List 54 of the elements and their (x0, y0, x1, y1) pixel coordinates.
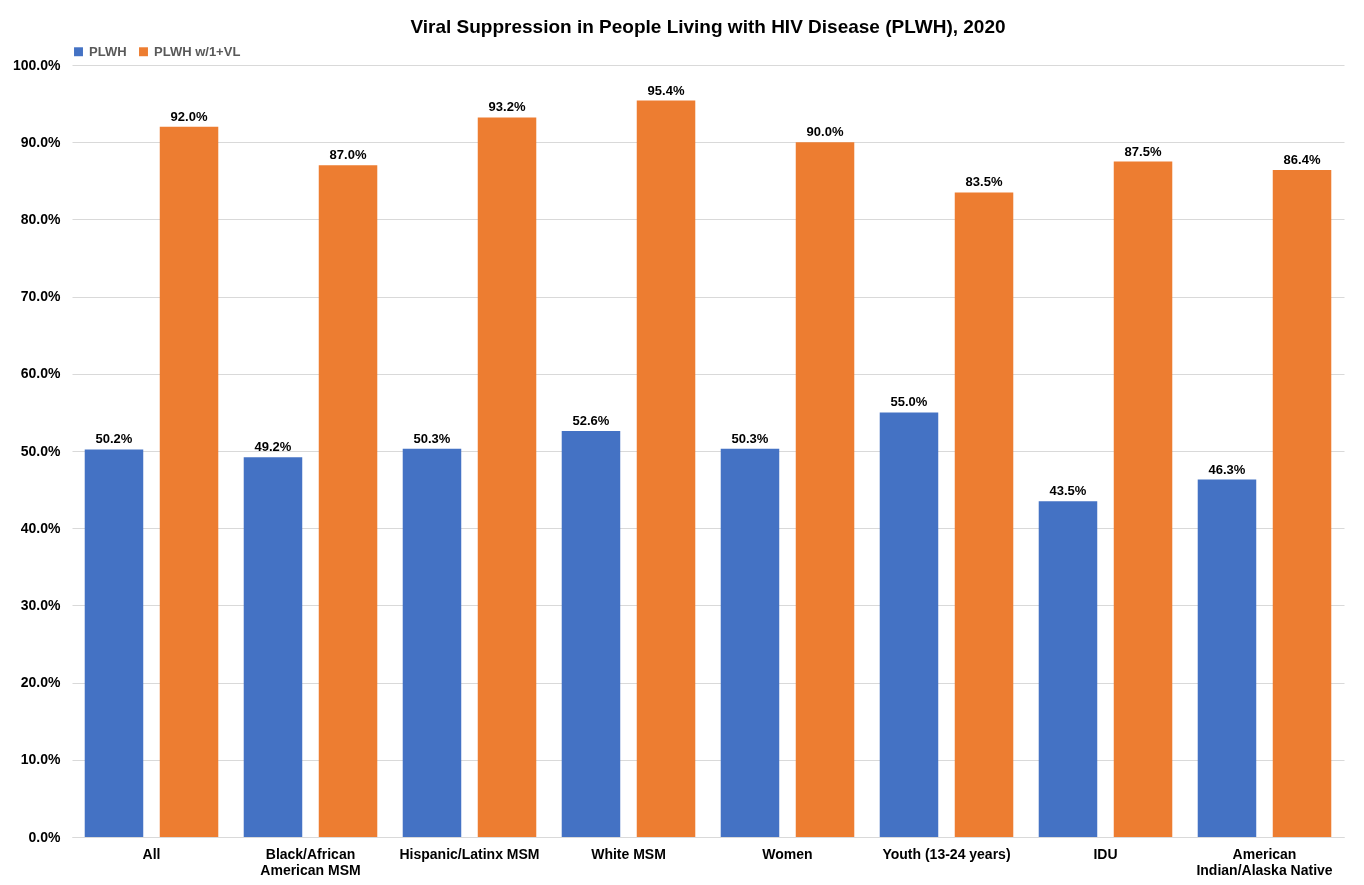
bar (1038, 501, 1098, 837)
x-tick-label: American Indian/Alaska Native (1196, 845, 1333, 878)
bar (159, 126, 219, 837)
data-label: 52.6% (572, 412, 610, 428)
y-tick-label: 10.0% (20, 751, 62, 768)
x-tick-label: Women (762, 845, 813, 862)
data-label: 55.0% (890, 394, 928, 410)
data-label: 49.2% (254, 439, 292, 455)
data-label: 92.0% (170, 108, 208, 124)
y-tick-label: 80.0% (20, 210, 62, 227)
data-label: 87.0% (329, 147, 367, 163)
bar (402, 448, 462, 837)
bar (879, 412, 939, 837)
bar (477, 117, 537, 837)
legend-label: PLWH w/1+VL (154, 43, 241, 59)
data-label: 50.2% (95, 431, 133, 447)
x-tick-label: All (142, 845, 161, 862)
bar (243, 457, 303, 837)
data-label: 83.5% (965, 174, 1003, 190)
x-tick-label: Youth (13-24 years) (882, 845, 1011, 862)
data-label: 87.5% (1124, 143, 1162, 159)
data-label: 86.4% (1283, 151, 1321, 167)
bar (636, 100, 696, 837)
data-label: 50.3% (413, 430, 451, 446)
data-label: 43.5% (1049, 483, 1087, 499)
bar (720, 448, 780, 837)
y-tick-label: 90.0% (20, 133, 62, 150)
y-tick-label: 60.0% (20, 365, 62, 382)
bar (795, 142, 855, 837)
x-tick-label: White MSM (591, 845, 666, 862)
data-label: 90.0% (806, 124, 844, 140)
legend-label: PLWH (89, 43, 127, 59)
y-tick-label: 30.0% (20, 596, 62, 613)
data-label: 93.2% (488, 99, 526, 115)
x-tick-label: Hispanic/Latinx MSM (399, 845, 540, 862)
bar (318, 165, 378, 837)
y-tick-label: 0.0% (28, 828, 62, 845)
y-tick-label: 100.0% (13, 56, 62, 73)
data-label: 95.4% (647, 82, 685, 98)
chart-title: Viral Suppression in People Living with HIV Disease (PLWH), 2020 (410, 16, 1006, 37)
y-tick-label: 20.0% (20, 674, 62, 691)
data-label: 46.3% (1208, 461, 1246, 477)
y-tick-label: 40.0% (20, 519, 62, 536)
y-tick-label: 50.0% (20, 442, 62, 459)
bar (1197, 479, 1257, 837)
bar (954, 192, 1014, 837)
y-tick-label: 70.0% (20, 288, 62, 305)
bar (1113, 161, 1173, 837)
x-tick-label: Black/African American MSM (260, 845, 361, 878)
bar (561, 430, 621, 837)
data-label: 50.3% (731, 430, 769, 446)
bar (84, 449, 144, 837)
bar (1272, 169, 1332, 837)
x-tick-label: IDU (1093, 845, 1118, 862)
